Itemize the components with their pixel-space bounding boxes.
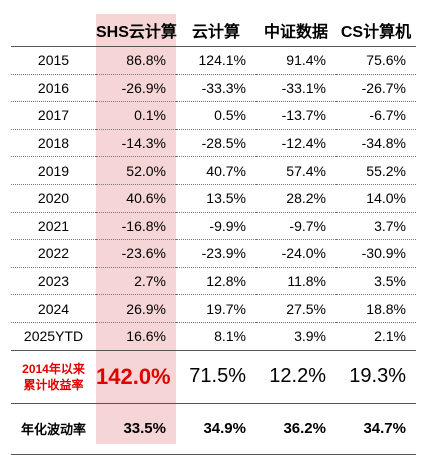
year-cell: 2019 [11,156,96,185]
value-cell: -23.9% [176,239,256,268]
year-cell: 2018 [11,129,96,158]
value-cell: -6.7% [336,101,416,130]
table-row: 2020 40.6% 13.5% 28.2% 14.0% [11,184,416,213]
value-cell: 55.2% [336,156,416,185]
year-cell: 2023 [11,267,96,296]
value-cell: -12.4% [256,129,336,158]
year-cell: 2020 [11,184,96,213]
value-cell: -9.9% [176,212,256,241]
header-shs-cloud: SHS云计算 [96,14,177,47]
value-cell: 2.7% [96,267,176,296]
value-cell: 52.0% [96,156,176,185]
volatility-value-csi-data: 36.2% [256,403,336,455]
cumulative-return-label: 2014年以来 累计收益率 [11,350,96,404]
volatility-value-shs: 33.5% [96,403,176,455]
table-row: 2023 2.7% 12.8% 11.8% 3.5% [11,267,416,296]
value-cell: 14.0% [336,184,416,213]
value-cell: 0.5% [176,101,256,130]
value-cell: -26.9% [96,74,176,103]
value-cell: -26.7% [336,74,416,103]
value-cell: 57.4% [256,156,336,185]
header-cs-computer: CS计算机 [336,14,416,47]
year-cell: 2017 [11,101,96,130]
value-cell: 75.6% [336,46,416,75]
value-cell: -13.7% [256,101,336,130]
cumulative-value-shs: 142.0% [96,350,176,404]
table-row: 2025YTD 16.6% 8.1% 3.9% 2.1% [11,322,416,351]
cumulative-value-cs-computer: 19.3% [336,350,416,404]
value-cell: -16.8% [96,212,176,241]
value-cell: 8.1% [176,322,256,351]
header-row: SHS云计算 云计算 中证数据 CS计算机 [11,14,416,47]
value-cell: -33.3% [176,74,256,103]
year-cell: 2021 [11,212,96,241]
returns-table: SHS云计算 云计算 中证数据 CS计算机 2015 86.8% 124.1% … [11,14,416,455]
table-row: 2015 86.8% 124.1% 91.4% 75.6% [11,46,416,75]
value-cell: -33.1% [256,74,336,103]
value-cell: 11.8% [256,267,336,296]
value-cell: -24.0% [256,239,336,268]
table-row: 2017 0.1% 0.5% -13.7% -6.7% [11,101,416,130]
value-cell: -9.7% [256,212,336,241]
year-cell: 2015 [11,46,96,75]
table-row: 2016 -26.9% -33.3% -33.1% -26.7% [11,74,416,103]
value-cell: -34.8% [336,129,416,158]
table-row: 2021 -16.8% -9.9% -9.7% 3.7% [11,212,416,241]
cumulative-value-csi-data: 12.2% [256,350,336,404]
volatility-label: 年化波动率 [11,403,96,455]
table-row: 2024 26.9% 19.7% 27.5% 18.8% [11,294,416,323]
volatility-value-cloud: 34.9% [176,403,256,455]
value-cell: 40.7% [176,156,256,185]
cumulative-return-row: 2014年以来 累计收益率 142.0% 71.5% 12.2% 19.3% [11,350,416,404]
value-cell: -30.9% [336,239,416,268]
year-cell: 2022 [11,239,96,268]
value-cell: 26.9% [96,294,176,323]
header-csi-data: 中证数据 [256,14,336,47]
value-cell: 27.5% [256,294,336,323]
value-cell: 124.1% [176,46,256,75]
value-cell: 2.1% [336,322,416,351]
value-cell: 91.4% [256,46,336,75]
volatility-value-cs-computer: 34.7% [336,403,416,455]
value-cell: -28.5% [176,129,256,158]
value-cell: 18.8% [336,294,416,323]
value-cell: 86.8% [96,46,176,75]
value-cell: 19.7% [176,294,256,323]
value-cell: 16.6% [96,322,176,351]
cumulative-label-line1: 2014年以来 [22,361,85,376]
value-cell: 3.9% [256,322,336,351]
year-cell: 2024 [11,294,96,323]
table-row: 2022 -23.6% -23.9% -24.0% -30.9% [11,239,416,268]
value-cell: -23.6% [96,239,176,268]
value-cell: 3.5% [336,267,416,296]
year-cell: 2016 [11,74,96,103]
value-cell: 12.8% [176,267,256,296]
value-cell: 3.7% [336,212,416,241]
cumulative-label-line2: 累计收益率 [23,377,84,392]
value-cell: 0.1% [96,101,176,130]
value-cell: 28.2% [256,184,336,213]
header-cloud: 云计算 [176,14,256,47]
value-cell: 40.6% [96,184,176,213]
table-row: 2018 -14.3% -28.5% -12.4% -34.8% [11,129,416,158]
cumulative-value-cloud: 71.5% [176,350,256,404]
volatility-row: 年化波动率 33.5% 34.9% 36.2% 34.7% [11,403,416,455]
header-corner [11,14,96,47]
table-row: 2019 52.0% 40.7% 57.4% 55.2% [11,156,416,185]
value-cell: -14.3% [96,129,176,158]
value-cell: 13.5% [176,184,256,213]
year-cell: 2025YTD [11,322,96,351]
